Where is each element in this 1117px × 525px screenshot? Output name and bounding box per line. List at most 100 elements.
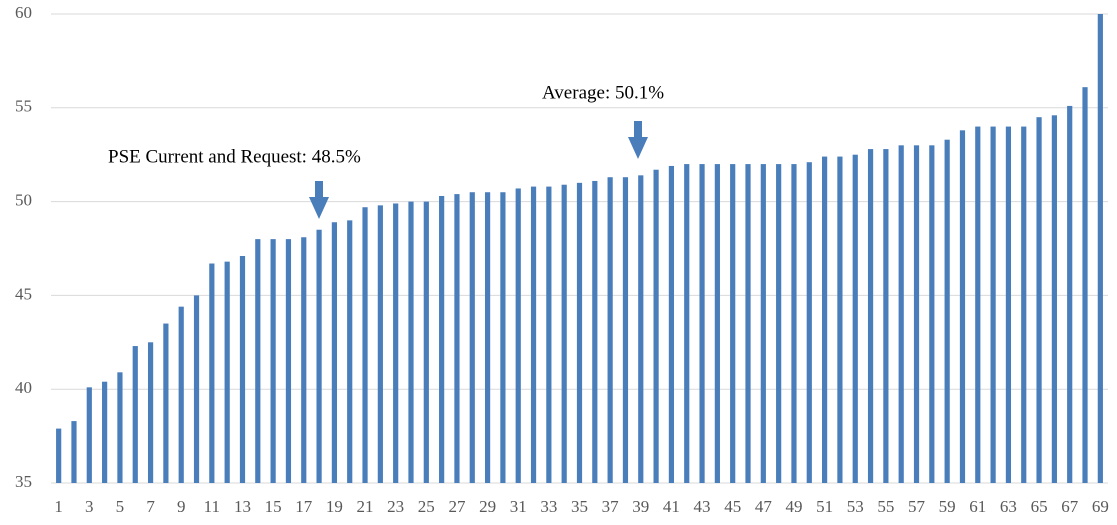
bar (714, 164, 720, 483)
x-tick-label: 43 (694, 497, 711, 516)
bar (1021, 126, 1027, 483)
bar (776, 164, 782, 483)
x-tick-label: 49 (785, 497, 802, 516)
arrow (309, 181, 329, 219)
bar (607, 177, 613, 483)
bar (132, 346, 138, 483)
bar (1036, 117, 1042, 484)
bar (163, 323, 169, 483)
x-tick-label: 67 (1061, 497, 1079, 516)
x-tick-label: 61 (969, 497, 986, 516)
bar (561, 184, 567, 483)
x-tick-label: 9 (177, 497, 186, 516)
x-tick-label: 27 (448, 497, 466, 516)
x-tick-label: 57 (908, 497, 926, 516)
x-tick-label: 17 (295, 497, 313, 516)
bar (423, 201, 429, 483)
bar (883, 149, 889, 483)
bar (837, 156, 843, 484)
x-tick-label: 25 (418, 497, 435, 516)
bar (959, 130, 966, 483)
x-tick-label: 13 (234, 497, 251, 516)
bar (362, 207, 368, 483)
bar (990, 126, 996, 483)
bar (347, 220, 353, 484)
bar (791, 164, 797, 483)
bar (285, 239, 292, 483)
bar (331, 222, 337, 483)
bar (975, 126, 981, 483)
x-tick-label: 45 (724, 497, 741, 516)
bar (239, 256, 246, 483)
x-tick-label: 39 (632, 497, 649, 516)
bar (301, 237, 307, 483)
bar (316, 229, 322, 483)
arrow (628, 121, 648, 159)
x-tick-label: 63 (1000, 497, 1017, 516)
bar (653, 169, 659, 483)
bar (546, 186, 552, 484)
bar (576, 182, 583, 483)
bar (86, 387, 92, 483)
bar (193, 295, 200, 483)
bar (255, 239, 261, 483)
bar (822, 156, 828, 484)
bar (270, 239, 276, 483)
x-tick-label: 41 (663, 497, 680, 516)
bar (178, 306, 184, 483)
x-tick-label: 19 (326, 497, 343, 516)
x-tick-label: 11 (204, 497, 220, 516)
x-tick-label: 55 (877, 497, 894, 516)
x-tick-label: 59 (939, 497, 956, 516)
x-tick-label: 21 (357, 497, 374, 516)
bar (377, 205, 383, 484)
bar (1097, 14, 1103, 483)
x-tick-label: 15 (265, 497, 282, 516)
bar (117, 372, 123, 483)
bar (515, 188, 521, 483)
bar (71, 421, 77, 483)
bar (806, 162, 812, 484)
bar (898, 145, 904, 483)
x-tick-label: 29 (479, 497, 496, 516)
bar (730, 164, 736, 483)
y-tick-label: 40 (15, 378, 32, 397)
x-tick-label: 53 (847, 497, 864, 516)
bar (638, 175, 644, 483)
bar (1067, 105, 1073, 483)
bar (929, 145, 935, 483)
bar (1051, 115, 1057, 483)
bar (56, 428, 62, 483)
bar (684, 164, 690, 483)
x-tick-label: 65 (1031, 497, 1048, 516)
bar (408, 201, 414, 483)
bar (469, 192, 475, 483)
x-tick-label: 3 (85, 497, 94, 516)
bar (852, 154, 858, 483)
bar (484, 192, 491, 483)
annotation: Average: 50.1% (542, 82, 664, 103)
bar (668, 165, 675, 483)
bar (867, 149, 874, 483)
bar (147, 342, 154, 483)
x-tick-label: 31 (510, 497, 527, 516)
bar (102, 381, 108, 483)
bar (224, 261, 230, 483)
bar (1082, 87, 1088, 483)
y-tick-label: 60 (15, 3, 32, 22)
bar (209, 263, 215, 483)
bar (622, 177, 629, 483)
x-tick-label: 35 (571, 497, 588, 516)
bar (500, 192, 506, 483)
x-tick-label: 51 (816, 497, 833, 516)
x-tick-label: 1 (54, 497, 63, 516)
bar (760, 164, 766, 483)
x-tick-label: 23 (387, 497, 404, 516)
bar (699, 164, 705, 483)
bar (944, 139, 950, 483)
y-tick-label: 45 (15, 284, 32, 303)
bar (913, 145, 920, 483)
bar (530, 186, 537, 484)
bar (454, 194, 460, 483)
